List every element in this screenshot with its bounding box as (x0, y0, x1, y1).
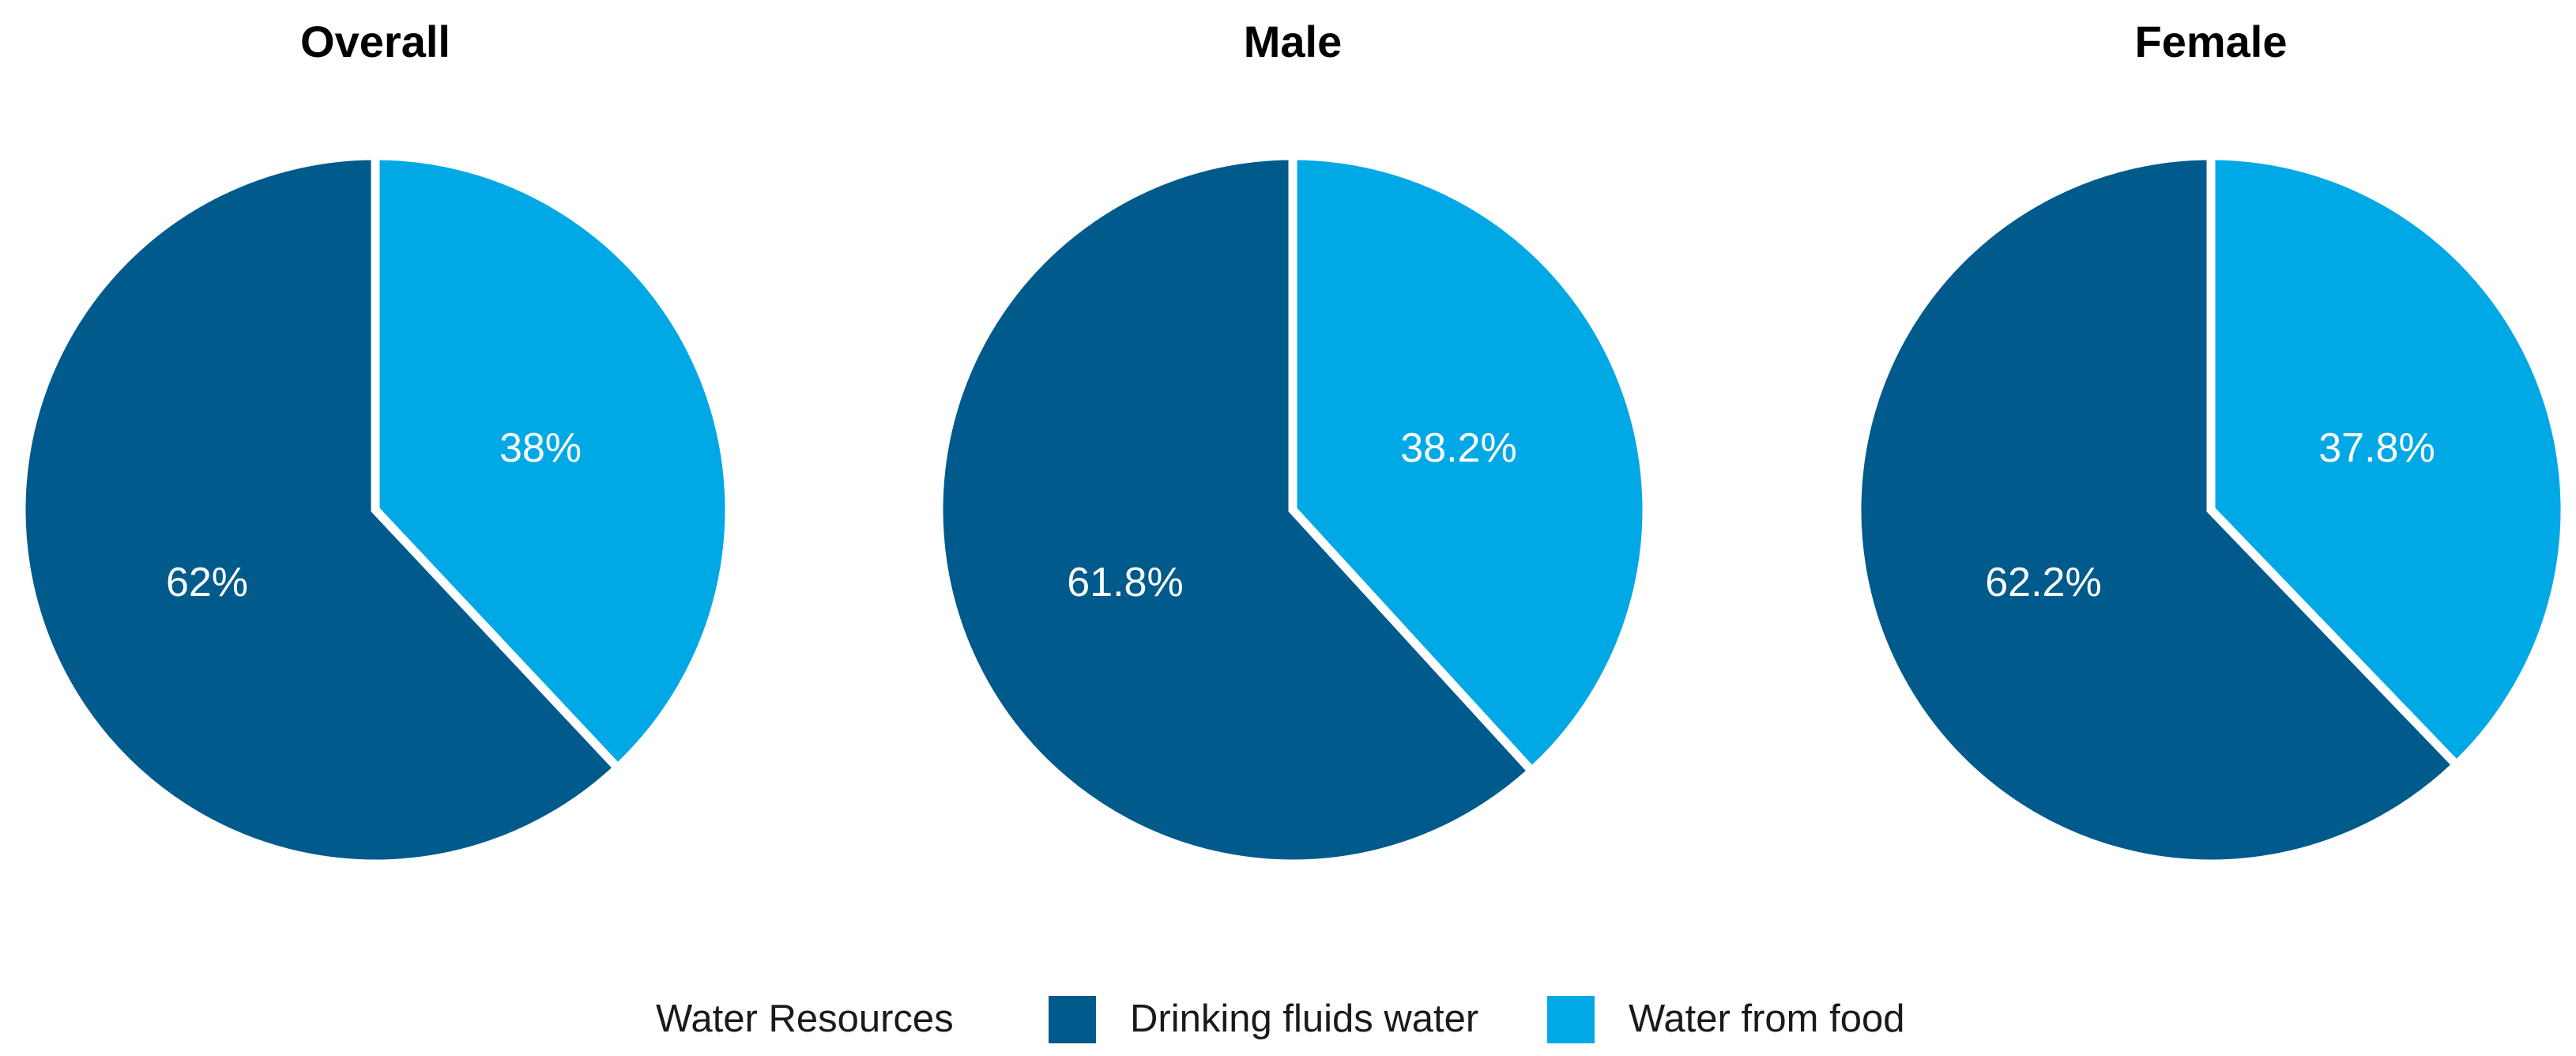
panel-title: Overall (300, 17, 450, 66)
slice-label-drinking-fluids-water: 62% (166, 560, 248, 605)
slice-label-water-from-food: 38.2% (1400, 425, 1516, 471)
slice-label-water-from-food: 37.8% (2318, 425, 2435, 471)
slice-label-drinking-fluids-water: 62.2% (1985, 560, 2101, 605)
panel-title: Female (2135, 17, 2288, 66)
pie-slice-water-from-food (371, 151, 734, 775)
pie-slices (17, 151, 734, 869)
legend-swatch-drinking-fluids-water (1049, 996, 1096, 1043)
slice-label-water-from-food: 38% (499, 425, 582, 471)
pie-slices (934, 151, 1651, 869)
pie-slices (1852, 151, 2570, 869)
legend-title: Water Resources (656, 998, 954, 1040)
pie-slice-drinking-fluids-water (1852, 151, 2463, 869)
panel-title: Male (1244, 17, 1343, 66)
pie-panel-overall: Overall 38% 62% (17, 17, 734, 869)
pie-slice-drinking-fluids-water (934, 151, 1538, 869)
pie-panel-female: Female 37.8% 62.2% (1852, 17, 2570, 869)
pie-slice-water-from-food (2206, 151, 2570, 771)
legend-label-water-from-food: Water from food (1629, 998, 1904, 1040)
legend-swatch-water-from-food (1547, 996, 1595, 1043)
pie-slice-water-from-food (1288, 151, 1651, 778)
legend-label-drinking-fluids-water: Drinking fluids water (1130, 998, 1478, 1040)
pie-slice-drinking-fluids-water (17, 151, 624, 869)
legend: Water Resources Drinking fluids water Wa… (656, 996, 1904, 1043)
slice-label-drinking-fluids-water: 61.8% (1067, 560, 1183, 605)
pie-panel-male: Male 38.2% 61.8% (934, 17, 1651, 869)
